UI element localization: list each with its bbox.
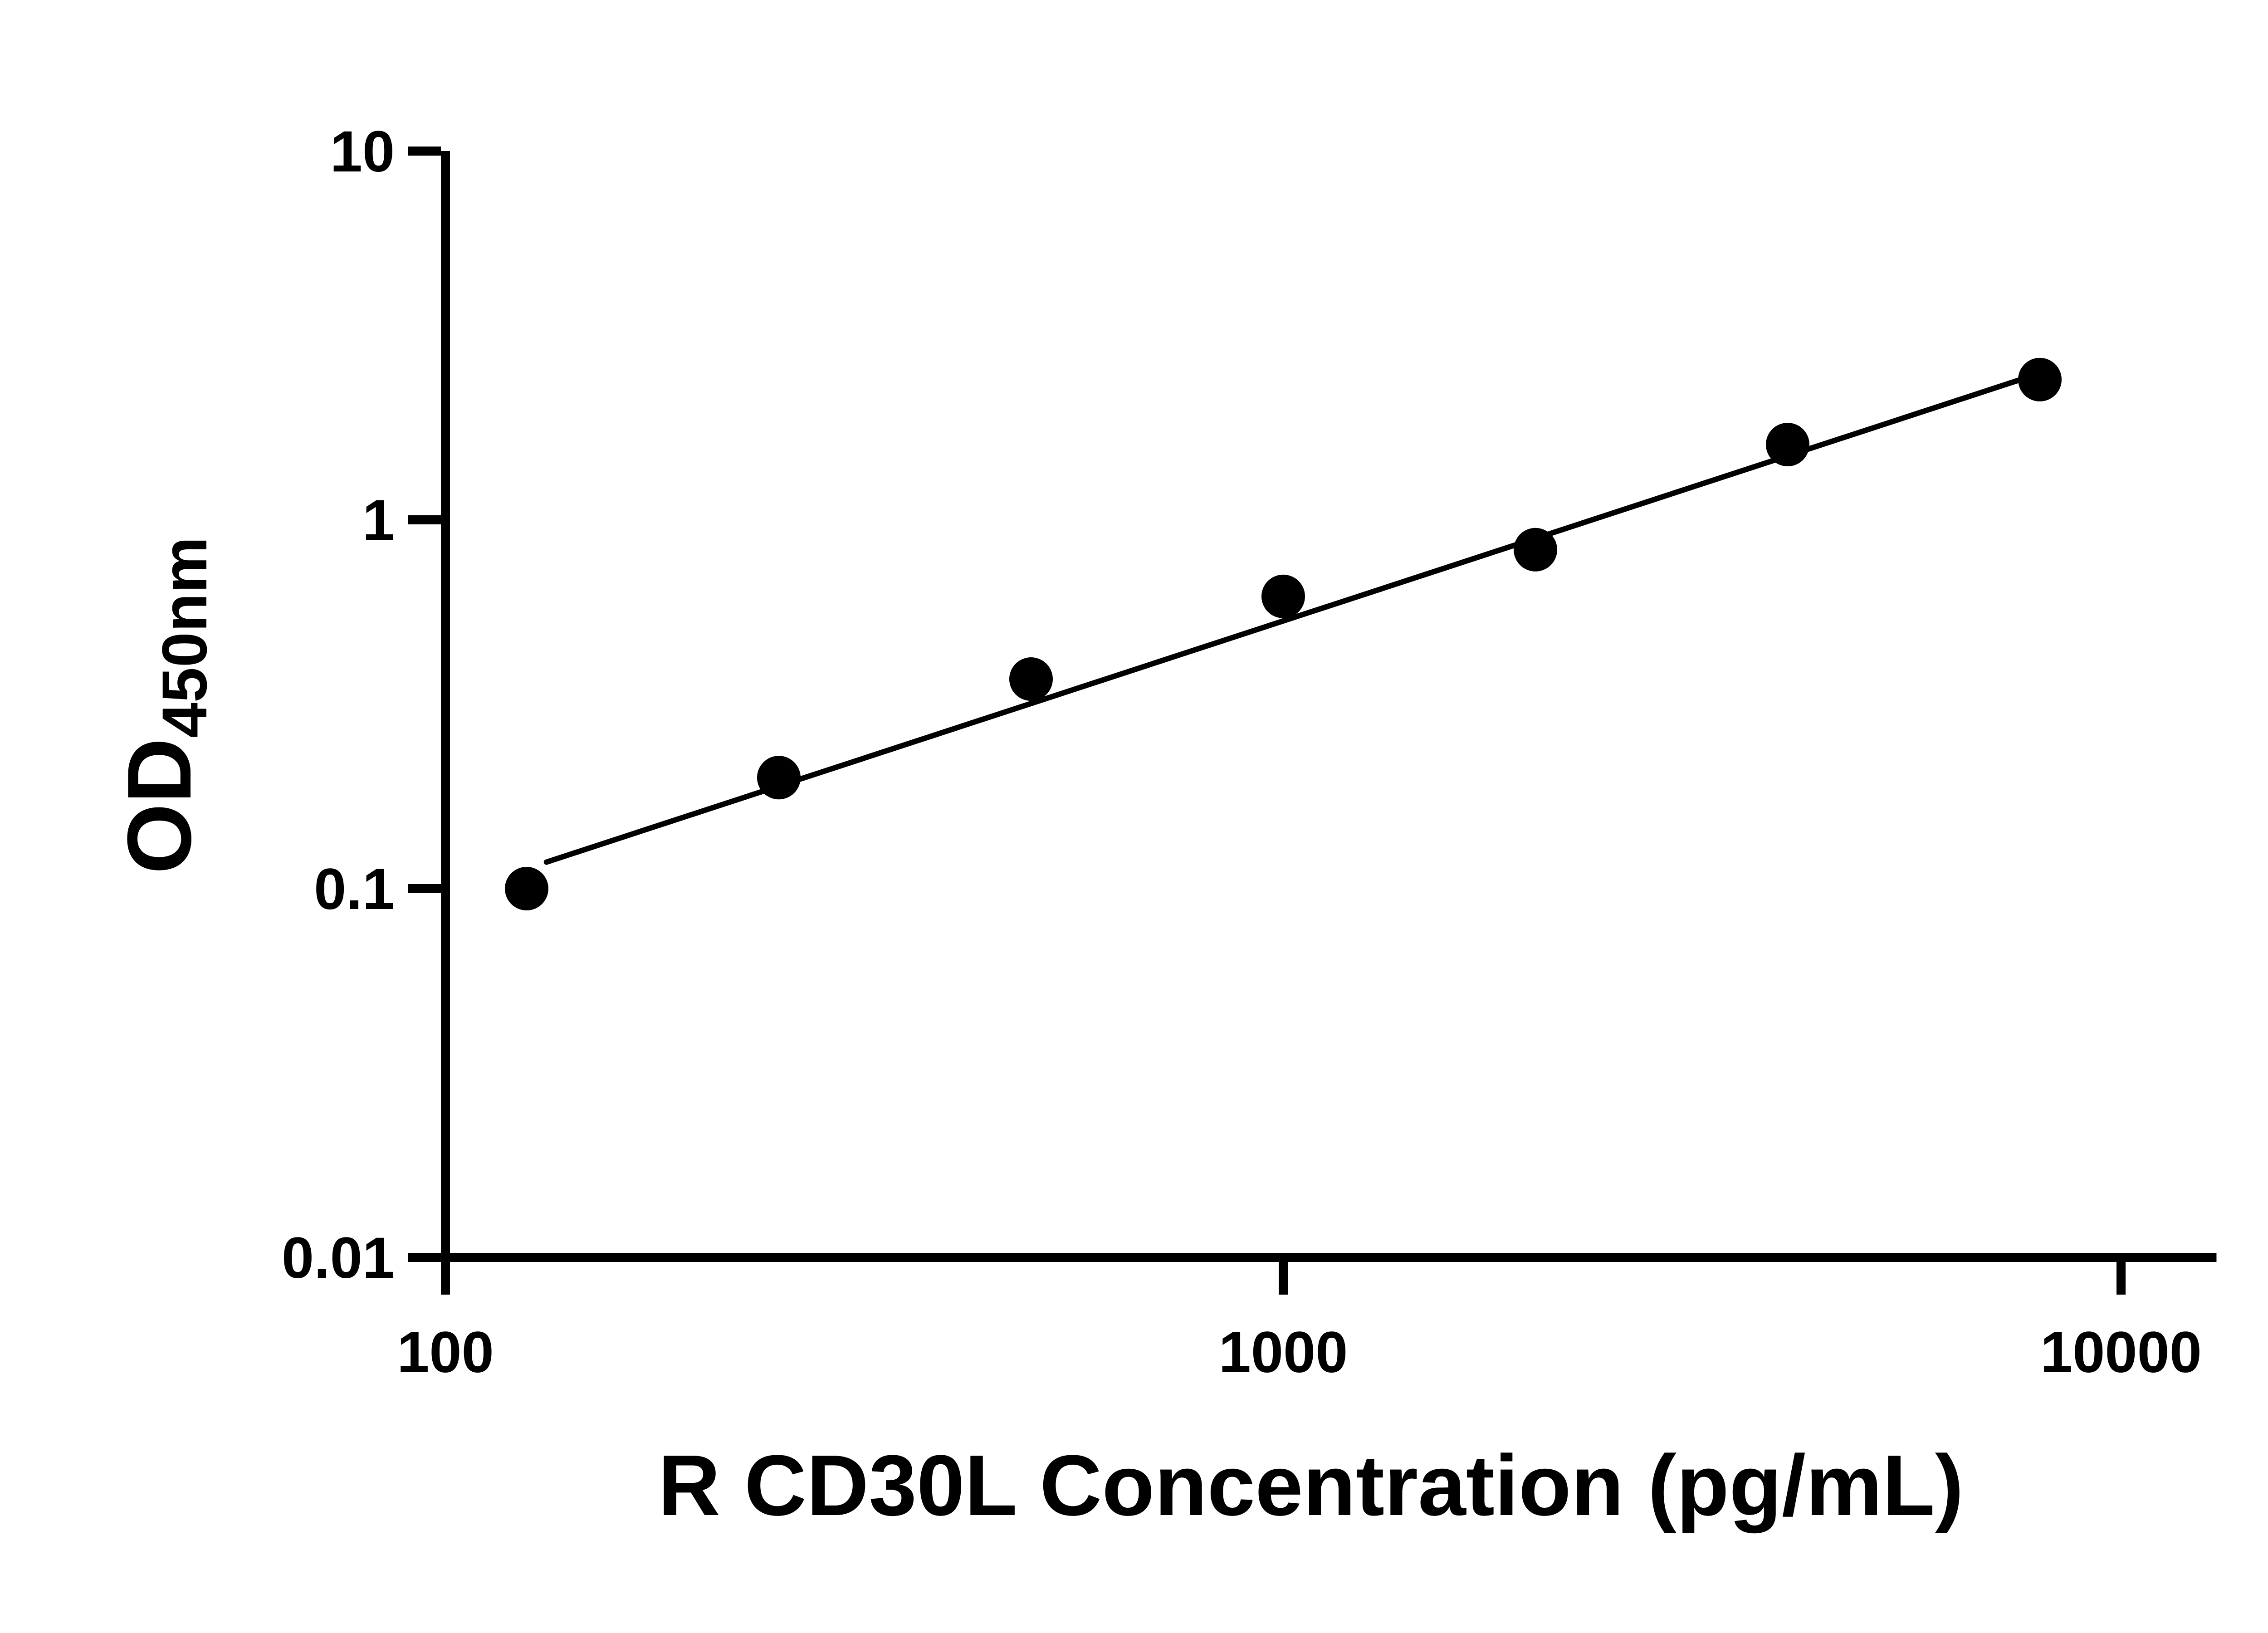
- y-tick-label: 1: [362, 488, 395, 553]
- x-axis-title: R CD30L Concentration (pg/mL): [658, 1437, 1964, 1534]
- data-point: [1261, 574, 1305, 618]
- data-point: [2018, 357, 2062, 401]
- data-point: [1009, 657, 1053, 701]
- y-tick-label: 0.1: [314, 857, 395, 922]
- x-tick-label: 10000: [2040, 1320, 2202, 1385]
- data-point: [1514, 528, 1558, 572]
- data-point: [1766, 423, 1810, 467]
- data-point: [504, 867, 548, 910]
- y-tick-label: 0.01: [282, 1226, 395, 1291]
- plot-area: 100 1000 10000 0.01 0.1 1 10: [282, 119, 2217, 1385]
- y-axis-title: OD450nm: [109, 537, 220, 874]
- y-axis-title-subscript: 450nm: [149, 537, 220, 738]
- data-point: [757, 756, 801, 800]
- y-axis-title-main: OD: [109, 738, 210, 874]
- x-tick-label: 1000: [1219, 1320, 1348, 1385]
- x-tick-label: 100: [397, 1320, 494, 1385]
- y-tick-label: 10: [330, 119, 395, 184]
